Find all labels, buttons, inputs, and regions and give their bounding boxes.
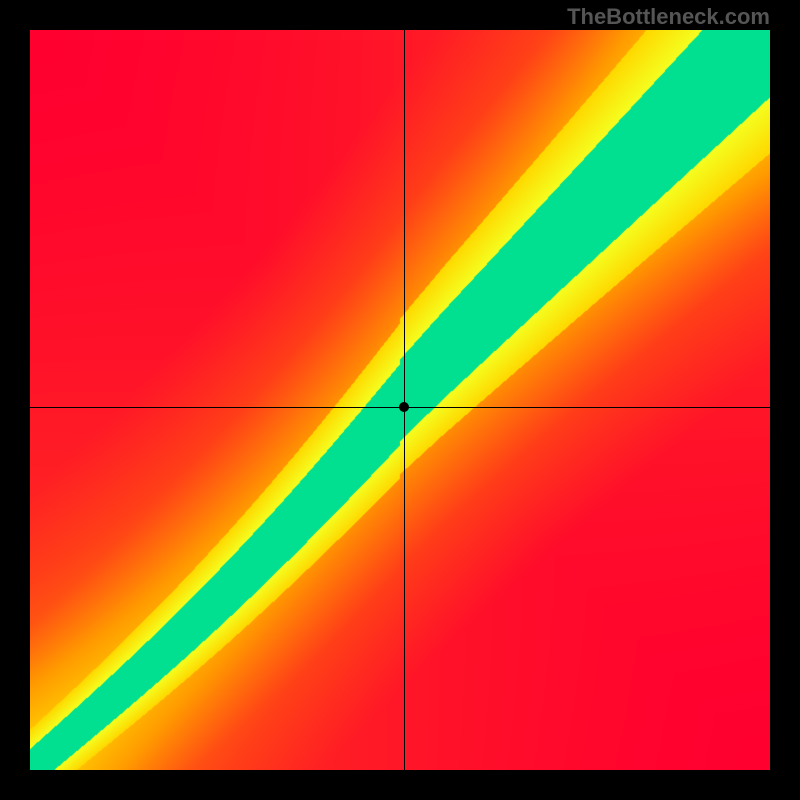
plot-area	[30, 30, 770, 770]
chart-container: TheBottleneck.com	[0, 0, 800, 800]
crosshair-vertical	[404, 30, 405, 770]
heatmap-canvas	[30, 30, 770, 770]
crosshair-marker	[399, 402, 409, 412]
watermark-text: TheBottleneck.com	[567, 4, 770, 30]
